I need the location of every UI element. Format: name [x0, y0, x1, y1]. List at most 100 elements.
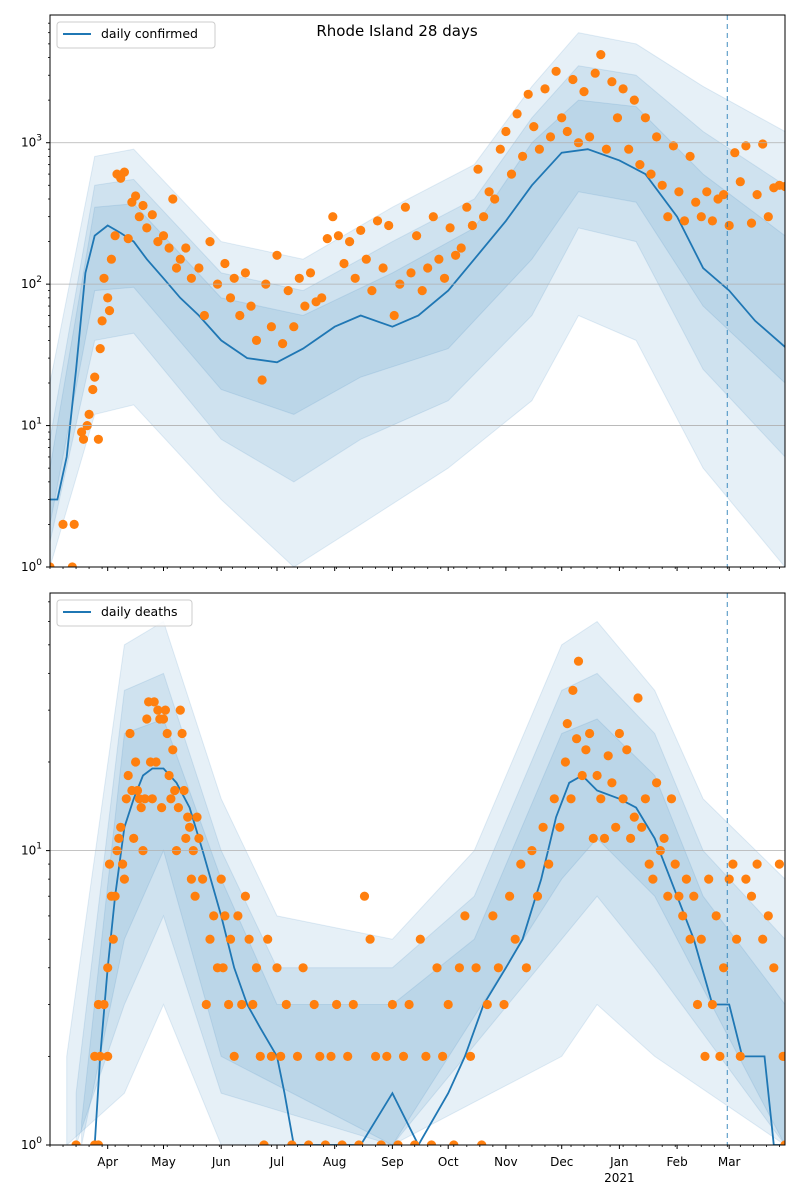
data-point: [175, 705, 185, 715]
data-point: [69, 519, 79, 530]
data-point: [278, 339, 288, 349]
data-point: [674, 891, 684, 901]
data-point: [153, 237, 163, 247]
x-tick-label: Feb: [666, 1155, 687, 1169]
data-point: [359, 891, 370, 901]
data-point: [244, 934, 254, 944]
data-point: [50, 562, 55, 567]
data-point: [752, 190, 762, 200]
data-point: [356, 225, 366, 235]
data-point: [555, 822, 565, 832]
data-point: [735, 177, 745, 187]
x-tick-label: Jan: [609, 1155, 629, 1169]
data-point: [763, 911, 773, 921]
data-point: [106, 254, 116, 264]
data-point: [637, 822, 647, 832]
data-point: [361, 254, 371, 264]
data-point: [465, 1051, 476, 1061]
data-point: [778, 1051, 785, 1061]
data-point: [104, 306, 115, 316]
data-point: [114, 833, 124, 844]
data-point: [404, 999, 414, 1010]
data-point: [192, 812, 202, 822]
data-point: [225, 934, 236, 944]
y-tick-label: 102: [21, 275, 42, 291]
data-point: [518, 151, 528, 161]
data-point: [142, 223, 152, 233]
data-point: [439, 273, 450, 283]
data-point: [300, 301, 310, 311]
data-point: [177, 728, 187, 739]
data-point: [315, 1051, 325, 1061]
data-point: [84, 409, 94, 419]
data-point: [287, 1140, 297, 1145]
data-point: [462, 202, 472, 212]
data-point: [382, 1051, 392, 1061]
data-point: [473, 164, 483, 174]
data-point: [679, 216, 690, 226]
data-point: [183, 812, 193, 822]
data-point: [160, 705, 170, 715]
data-point: [568, 685, 578, 696]
data-point: [119, 874, 129, 884]
data-point: [218, 963, 228, 973]
data-point: [590, 68, 600, 78]
data-point: [741, 141, 751, 151]
data-point: [123, 770, 133, 781]
data-point: [618, 794, 628, 804]
data-point: [557, 113, 567, 123]
x-tick-label: Jun: [211, 1155, 231, 1169]
data-point: [780, 181, 785, 192]
data-point: [505, 891, 515, 901]
data-point: [702, 187, 712, 197]
band-middle: [75, 672, 785, 1145]
data-point: [612, 113, 623, 123]
data-point: [741, 874, 751, 884]
data-point: [158, 714, 169, 724]
data-point: [774, 859, 785, 869]
data-point: [603, 751, 613, 761]
data-point: [387, 999, 397, 1010]
series-line: [50, 148, 785, 501]
data-point: [131, 191, 141, 201]
data-point: [90, 372, 100, 382]
data-point: [495, 144, 505, 154]
data-point: [568, 74, 578, 85]
data-point: [304, 1140, 314, 1145]
data-point: [320, 1140, 330, 1145]
data-point: [129, 833, 139, 844]
data-point: [251, 963, 262, 973]
data-point: [652, 132, 662, 142]
data-point: [769, 963, 779, 973]
data-point: [626, 833, 636, 844]
data-point: [635, 160, 645, 170]
data-point: [674, 187, 684, 197]
data-point: [521, 963, 532, 973]
data-point: [389, 310, 399, 321]
data-point: [426, 1140, 437, 1145]
data-point: [224, 999, 234, 1010]
data-point: [354, 1140, 364, 1145]
data-point: [746, 891, 757, 901]
data-point: [153, 705, 163, 715]
legend-box: [56, 599, 193, 627]
data-point: [735, 1051, 745, 1061]
data-point: [432, 963, 442, 973]
data-point: [493, 963, 503, 973]
data-point: [456, 243, 466, 253]
data-point: [333, 231, 343, 241]
data-point: [622, 745, 632, 755]
data-point: [611, 822, 621, 832]
data-point: [529, 122, 539, 132]
data-point: [599, 833, 610, 844]
data-point: [110, 231, 120, 241]
data-point: [696, 212, 706, 222]
data-point: [410, 1140, 420, 1145]
data-point: [103, 293, 113, 303]
axes-frame: [49, 592, 786, 1146]
data-point: [281, 999, 291, 1010]
y-tick-label: 100: [21, 558, 42, 574]
data-point: [482, 999, 492, 1010]
data-point: [118, 859, 128, 869]
data-point: [704, 874, 714, 884]
